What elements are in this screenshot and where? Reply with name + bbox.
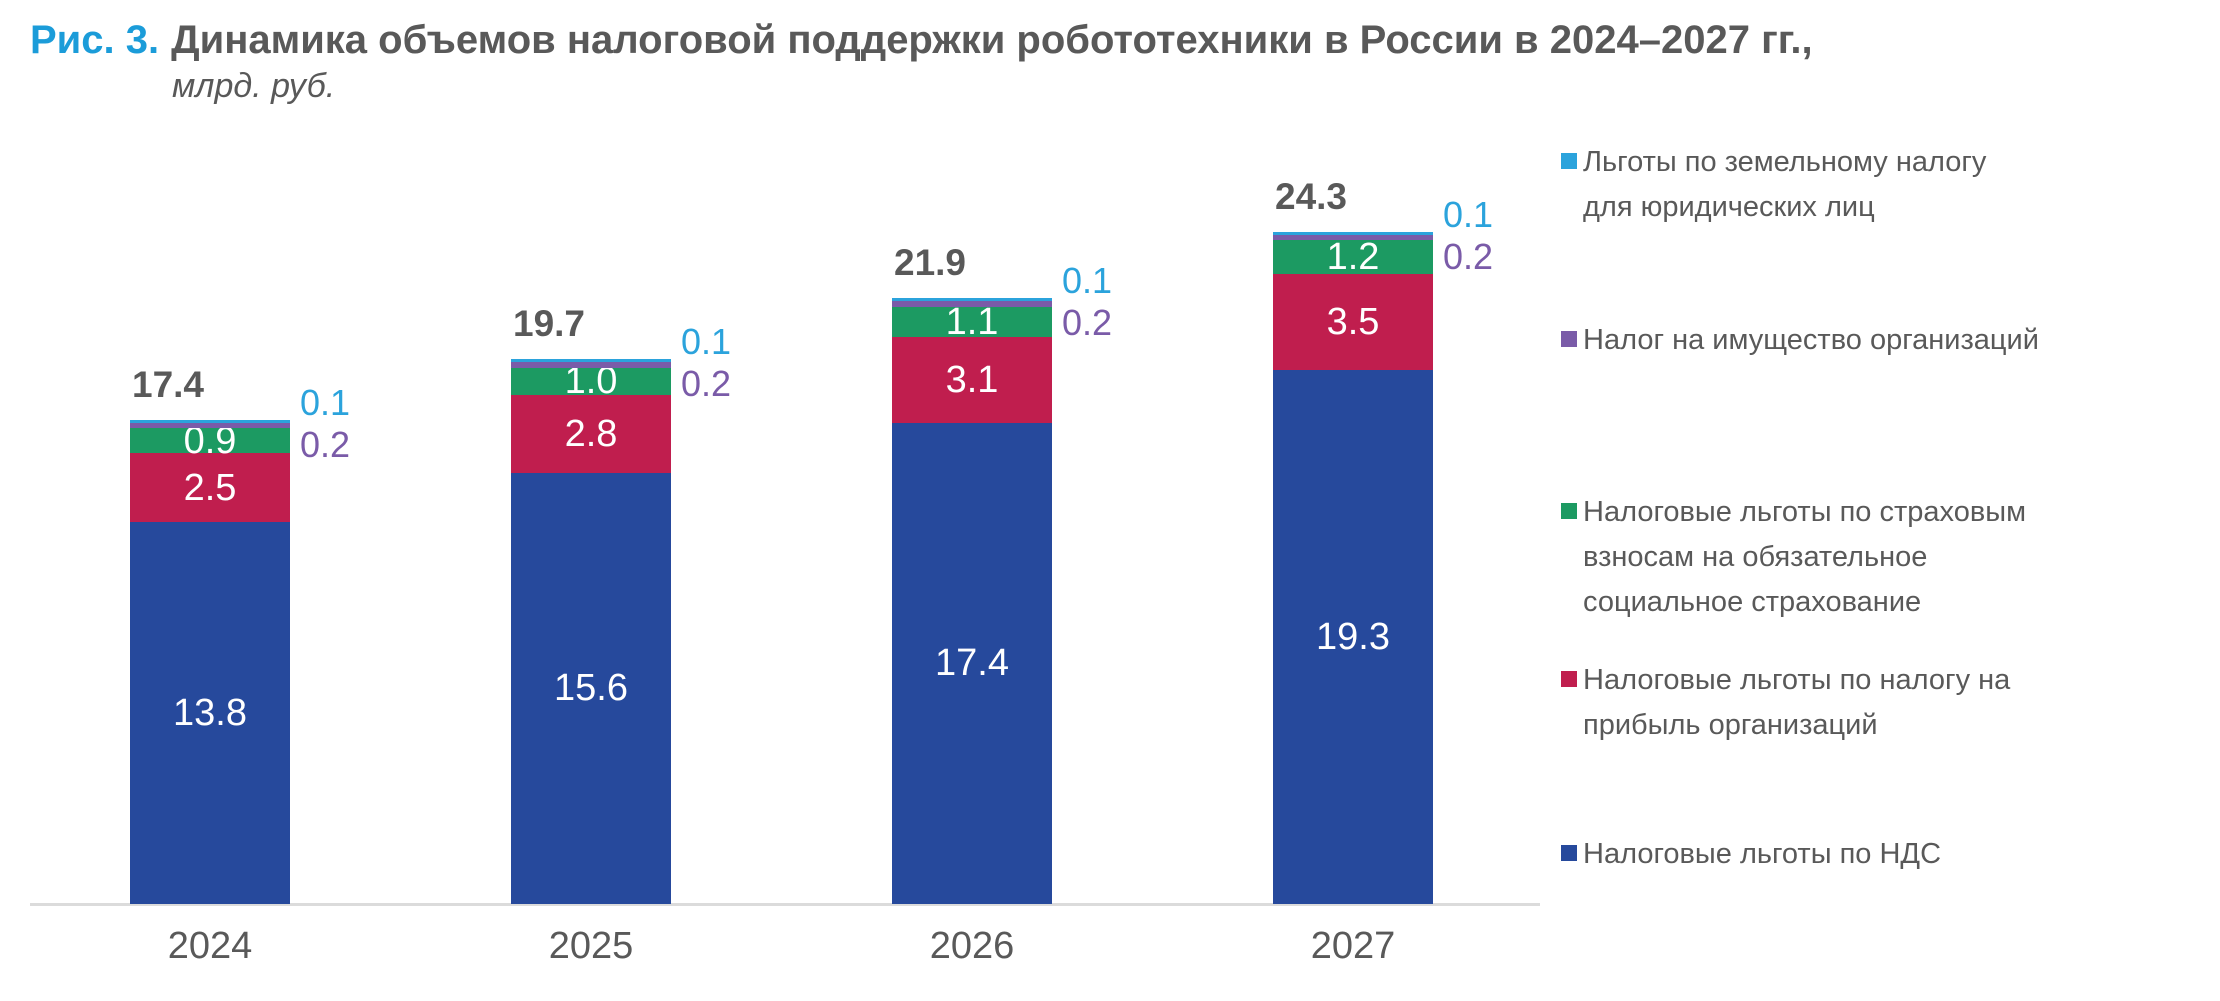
bar-segment: 1.2 bbox=[1273, 235, 1433, 278]
bar-segment: 3.1 bbox=[892, 337, 1052, 423]
legend-swatch bbox=[1561, 845, 1577, 861]
property-tax-value-label: 0.2 bbox=[1062, 302, 1113, 344]
bar-segment: 1.0 bbox=[511, 362, 671, 400]
x-axis-line bbox=[30, 903, 1540, 906]
figure-title-text: Динамика объемов налоговой поддержки роб… bbox=[171, 18, 1813, 62]
legend-label: Льготы по земельному налогу для юридическ… bbox=[1583, 140, 1986, 230]
land-tax-value-label: 0.1 bbox=[1443, 194, 1494, 236]
legend-label-line: Налоговые льготы по налогу на bbox=[1583, 664, 2011, 696]
figure-title: Рис. 3. Динамика объемов налоговой поддер… bbox=[30, 16, 1813, 64]
legend-label: Налоговые льготы по страховым взносам на … bbox=[1583, 490, 2026, 625]
bar-segment: 0.9 bbox=[130, 422, 290, 460]
figure-unit-label: млрд. руб. bbox=[172, 67, 336, 105]
segment-value-label: 2.5 bbox=[183, 466, 237, 509]
legend-label-line: Налог на имущество организаций bbox=[1583, 324, 2039, 356]
legend-label: Налоговые льготы по НДС bbox=[1583, 832, 1941, 877]
property-tax-value-label: 0.2 bbox=[300, 424, 351, 466]
x-axis-label: 2024 bbox=[167, 925, 253, 967]
property-tax-value-label: 0.2 bbox=[1443, 236, 1494, 278]
legend-label-line: прибыль организаций bbox=[1583, 709, 1878, 741]
legend-label-line: для юридических лиц bbox=[1583, 191, 1875, 223]
bar-segment bbox=[511, 362, 671, 368]
x-axis-label: 2026 bbox=[929, 925, 1015, 967]
figure-number: Рис. 3. bbox=[30, 18, 160, 62]
segment-value-label: 1.1 bbox=[945, 300, 999, 343]
land-tax-value-label: 0.1 bbox=[681, 321, 732, 363]
segment-value-label: 1.2 bbox=[1326, 235, 1380, 278]
total-value-label: 24.3 bbox=[1275, 176, 1348, 218]
segment-value-label: 2.8 bbox=[564, 412, 618, 455]
bar-segment: 19.3 bbox=[1273, 370, 1433, 904]
segment-value-label: 3.5 bbox=[1326, 300, 1380, 343]
segment-value-label: 13.8 bbox=[173, 692, 247, 735]
bar-segment bbox=[511, 359, 671, 363]
bar-segment bbox=[892, 301, 1052, 307]
bar-segment: 17.4 bbox=[892, 422, 1052, 904]
legend-swatch bbox=[1561, 671, 1577, 687]
bar-segment: 2.5 bbox=[130, 453, 290, 523]
legend-label: Налог на имущество организаций bbox=[1583, 318, 2039, 363]
total-value-label: 21.9 bbox=[894, 242, 967, 284]
bar-segment bbox=[1273, 232, 1433, 235]
x-axis-label: 2027 bbox=[1310, 925, 1396, 967]
legend-swatch bbox=[1561, 153, 1577, 169]
bar-segment: 3.5 bbox=[1273, 273, 1433, 371]
land-tax-value-label: 0.1 bbox=[300, 382, 351, 424]
legend-label-line: Налоговые льготы по страховым bbox=[1583, 496, 2027, 528]
x-axis-label: 2025 bbox=[548, 925, 634, 967]
legend-label-line: Налоговые льготы по НДС bbox=[1583, 838, 1942, 870]
segment-value-label: 3.1 bbox=[945, 359, 999, 402]
bar-segment: 2.8 bbox=[511, 395, 671, 473]
segment-value-label: 15.6 bbox=[554, 667, 628, 710]
segment-value-label: 19.3 bbox=[1316, 616, 1390, 659]
legend-swatch bbox=[1561, 331, 1577, 347]
legend-label-line: социальное страхование bbox=[1583, 586, 1922, 618]
property-tax-value-label: 0.2 bbox=[681, 363, 732, 405]
legend-swatch bbox=[1561, 503, 1577, 519]
bar-segment: 1.1 bbox=[892, 303, 1052, 341]
legend-label: Налоговые льготы по налогу на прибыль орг… bbox=[1583, 658, 2010, 748]
bar-segment bbox=[130, 422, 290, 429]
bar-segment: 13.8 bbox=[130, 522, 290, 904]
segment-value-label: 17.4 bbox=[935, 642, 1009, 685]
total-value-label: 17.4 bbox=[132, 364, 205, 406]
land-tax-value-label: 0.1 bbox=[1062, 260, 1113, 302]
total-value-label: 19.7 bbox=[513, 303, 586, 345]
bar-segment: 15.6 bbox=[511, 472, 671, 904]
bar-segment bbox=[1273, 234, 1433, 241]
segment-value-label: 1.0 bbox=[564, 360, 618, 403]
bar-segment bbox=[130, 420, 290, 423]
legend-label-line: взносам на обязательное bbox=[1583, 541, 1928, 573]
bar-segment bbox=[892, 298, 1052, 302]
legend-label-line: Льготы по земельному налогу bbox=[1583, 146, 1987, 178]
